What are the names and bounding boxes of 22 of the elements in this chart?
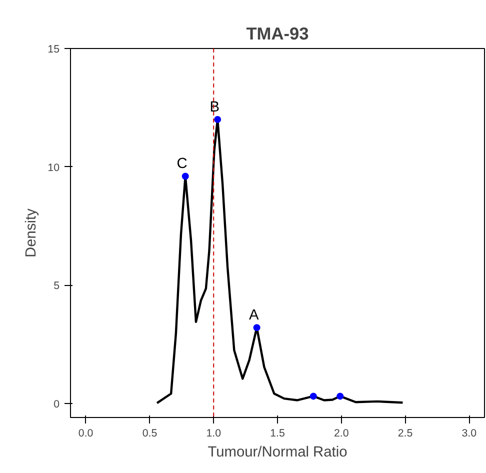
point (310, 392, 317, 400)
x-tick-label: 1.5 (270, 428, 285, 440)
chart-title: TMA-93 (246, 24, 310, 44)
point (253, 324, 260, 332)
y-axis-title: Density (24, 208, 40, 258)
x-axis-title: Tumour/Normal Ratio (208, 444, 348, 460)
point (336, 392, 344, 400)
y-tick-label: 15 (48, 44, 60, 56)
x-tick-label: 2.5 (398, 428, 413, 440)
x-tick-label: 1.0 (206, 428, 222, 440)
annotation: C (176, 156, 188, 172)
x-tick-label: 0.5 (142, 428, 158, 440)
y-tick-label: 5 (54, 280, 60, 292)
point (182, 172, 189, 180)
x-tick-label: 2.0 (334, 428, 349, 440)
annotation: B (210, 99, 220, 116)
point (214, 116, 222, 123)
y-tick-label: 10 (48, 162, 60, 174)
annotation: A (249, 308, 260, 324)
x-tick-label: 3.0 (462, 428, 477, 440)
x-tick-label: 0.0 (78, 428, 94, 440)
y-tick-label: 0 (54, 398, 60, 410)
